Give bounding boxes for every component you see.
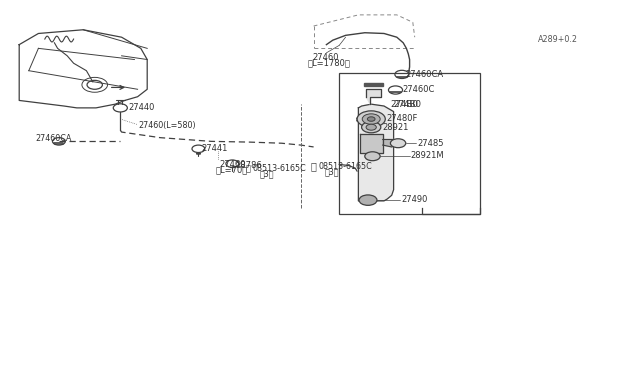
Text: （L=70）: （L=70） <box>216 166 248 174</box>
Polygon shape <box>360 134 383 153</box>
Text: 27490: 27490 <box>401 195 428 203</box>
Polygon shape <box>383 140 397 147</box>
Text: 27460CA: 27460CA <box>35 134 72 143</box>
Circle shape <box>357 111 385 127</box>
Text: 27460CA: 27460CA <box>405 70 444 79</box>
Text: 08513-6165C: 08513-6165C <box>318 162 372 171</box>
Text: 27480F: 27480F <box>387 114 418 123</box>
Text: （3）: （3） <box>324 167 339 176</box>
Text: 08513-6165C: 08513-6165C <box>252 164 306 173</box>
Polygon shape <box>358 104 394 203</box>
Text: Ⓢ: Ⓢ <box>310 162 317 171</box>
Circle shape <box>362 122 381 133</box>
Circle shape <box>365 152 380 161</box>
Circle shape <box>359 195 377 205</box>
Text: 28786: 28786 <box>236 161 262 170</box>
Polygon shape <box>364 83 383 86</box>
Text: 27460(L=580): 27460(L=580) <box>138 121 196 130</box>
Bar <box>339 73 480 214</box>
Text: 28921: 28921 <box>383 123 409 132</box>
Text: 27460: 27460 <box>220 160 246 169</box>
Text: A289+0.2: A289+0.2 <box>538 35 578 44</box>
Polygon shape <box>366 89 381 104</box>
Circle shape <box>390 139 406 148</box>
Text: 27441: 27441 <box>202 144 228 153</box>
Circle shape <box>367 117 375 121</box>
Text: 27460C: 27460C <box>402 85 435 94</box>
Text: Ⓢ: Ⓢ <box>246 164 251 173</box>
Text: 274B0: 274B0 <box>393 100 421 109</box>
Circle shape <box>366 124 376 130</box>
Text: （L=1780）: （L=1780） <box>307 59 350 68</box>
Text: 27440: 27440 <box>128 103 154 112</box>
Circle shape <box>362 114 380 124</box>
Text: 27485: 27485 <box>417 139 444 148</box>
Text: （3）: （3） <box>259 170 274 179</box>
Text: 28921M: 28921M <box>411 151 445 160</box>
Text: 274B0: 274B0 <box>390 100 419 109</box>
Text: 27460: 27460 <box>312 53 339 62</box>
